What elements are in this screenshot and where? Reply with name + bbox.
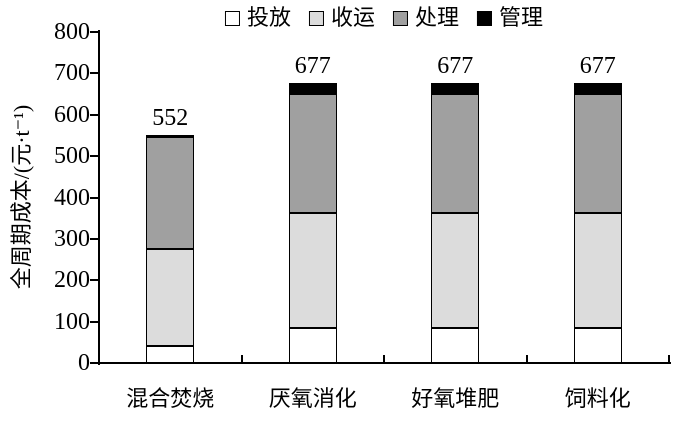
- bar-segment: [573, 94, 622, 214]
- bar-segment: [146, 136, 195, 250]
- y-tick-label: 0: [78, 350, 90, 376]
- y-tick-label: 300: [54, 225, 90, 252]
- bar-segment: [573, 82, 622, 95]
- legend-label: 投放: [246, 5, 291, 30]
- bar-segment: [573, 327, 622, 363]
- y-tick: [90, 72, 99, 75]
- legend-label: 管理: [499, 5, 544, 30]
- bar-segment: [431, 82, 480, 95]
- bar-total-label: 677: [579, 52, 616, 79]
- category-label: 好氧堆肥: [411, 386, 500, 411]
- y-tick: [90, 237, 99, 240]
- bar-segment: [288, 327, 337, 363]
- bar-total-label: 677: [437, 52, 474, 79]
- x-tick: [525, 355, 528, 362]
- category-label: 混合焚烧: [126, 386, 215, 411]
- bar-segment: [288, 94, 337, 214]
- legend-item: 收运: [308, 5, 375, 30]
- bar-segment: [288, 82, 337, 95]
- legend-swatch-icon: [477, 10, 493, 26]
- y-tick-label: 200: [54, 267, 90, 294]
- y-tick-label: 700: [54, 60, 90, 87]
- legend-item: 管理: [477, 6, 543, 30]
- bar-segment: [431, 94, 480, 214]
- y-tick: [90, 155, 99, 158]
- legend-swatch-icon: [308, 10, 324, 26]
- y-tick: [90, 196, 99, 199]
- x-tick: [240, 355, 243, 362]
- legend-item: 处理: [393, 6, 459, 30]
- bar-segment: [146, 346, 195, 363]
- y-tick: [90, 362, 99, 364]
- y-tick-label: 600: [54, 101, 90, 128]
- y-axis-line: [98, 30, 100, 365]
- y-tick: [90, 31, 99, 33]
- y-tick-label: 800: [54, 19, 90, 45]
- x-tick: [668, 355, 670, 362]
- bar-total-label: 677: [294, 52, 331, 79]
- legend-swatch-icon: [393, 10, 408, 26]
- y-tick: [90, 279, 99, 282]
- x-axis-line: [98, 362, 671, 364]
- y-tick-label: 100: [54, 308, 90, 335]
- y-tick-label: 500: [54, 143, 90, 170]
- bar-segment: [288, 213, 337, 328]
- bar-total-label: 552: [152, 104, 189, 131]
- bar-segment: [146, 134, 195, 137]
- category-label: 饲料化: [564, 386, 631, 411]
- category-label: 厌氧消化: [268, 386, 357, 411]
- y-tick: [90, 320, 99, 323]
- legend-item: 投放: [224, 5, 291, 30]
- y-tick: [90, 113, 99, 116]
- legend-swatch-icon: [224, 10, 240, 26]
- legend-label: 收运: [330, 5, 375, 30]
- bar-segment: [431, 327, 480, 363]
- bar-segment: [431, 213, 480, 328]
- x-tick: [383, 355, 385, 362]
- legend: 投放 收运 处理 管理: [224, 5, 543, 30]
- bar-segment: [573, 213, 622, 328]
- bar-segment: [146, 249, 195, 347]
- legend-label: 处理: [415, 5, 460, 30]
- y-tick-label: 400: [54, 184, 90, 211]
